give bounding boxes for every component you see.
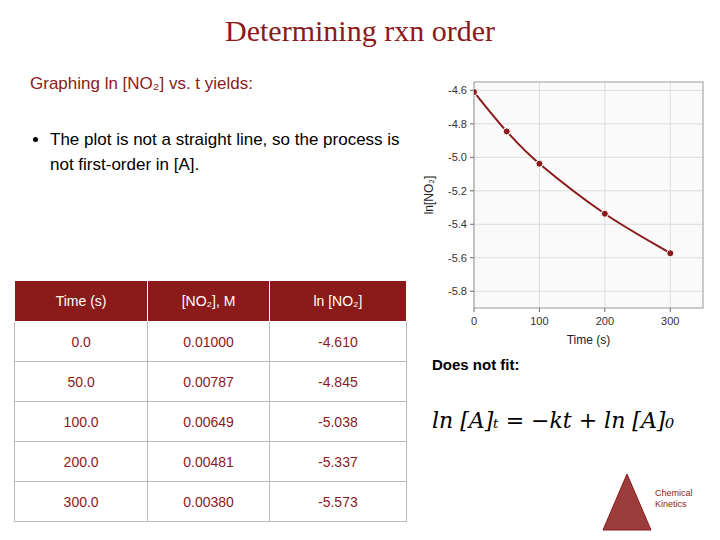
tick-mark — [470, 257, 474, 258]
table-header: Time (s) — [15, 281, 148, 322]
tick-label: 300 — [661, 315, 679, 327]
grid-line — [474, 224, 703, 225]
plot-box: -5.8 -5.6 -5.4 -5.2 -5.0 -4.8 -4.6 0 100 200 300 Ti… — [420, 70, 715, 354]
grid — [474, 82, 703, 308]
table-row: 200.00.00481-5.337 — [15, 442, 407, 482]
title: Determining rxn order — [0, 14, 720, 48]
table-cell: -5.573 — [269, 482, 406, 522]
grid-line — [474, 157, 703, 158]
point — [601, 210, 608, 217]
table-row: 300.00.00380-5.573 — [15, 482, 407, 522]
table-header: [NO₂], M — [148, 281, 270, 322]
table-cell: 300.0 — [15, 482, 148, 522]
tick-label: -4.8 — [448, 118, 467, 130]
grid-line — [474, 190, 703, 191]
data — [474, 89, 674, 257]
tick-label: -5.2 — [448, 185, 467, 197]
bullet-item: The plot is not a straight line, so the … — [50, 128, 414, 177]
table-row: 50.00.00787-4.845 — [15, 362, 407, 402]
logo-text: Chemical Kinetics — [655, 488, 707, 510]
table-row: 0.00.01000-4.610 — [15, 322, 407, 362]
tick-mark — [470, 123, 474, 124]
logo-triangle — [603, 474, 651, 530]
table-cell: 0.00380 — [148, 482, 270, 522]
x-axis-label: Time (s) — [567, 333, 611, 347]
annotation: Does not fit: — [432, 356, 520, 373]
grid-line — [474, 257, 703, 258]
grid-line — [474, 291, 703, 292]
tick-mark — [604, 308, 605, 312]
point — [474, 89, 478, 96]
subtitle: Graphing ln [NO₂] vs. t yields: — [30, 74, 253, 94]
table-cell: -4.610 — [269, 322, 406, 362]
table-cell: 0.00649 — [148, 402, 270, 442]
tick-label: -5.4 — [448, 218, 467, 230]
tick-mark — [470, 90, 474, 91]
grid-line — [670, 82, 671, 308]
line — [474, 92, 670, 253]
point — [667, 250, 674, 257]
grid-line — [604, 82, 605, 308]
tick-label: 0 — [471, 315, 477, 327]
table-cell: 0.00787 — [148, 362, 270, 402]
table-cell: 0.01000 — [148, 322, 270, 362]
bullet-text: The plot is not a straight line, so the … — [14, 128, 414, 177]
tick-mark — [539, 308, 540, 312]
table-cell: 0.00481 — [148, 442, 270, 482]
table-cell: 100.0 — [15, 402, 148, 442]
point — [503, 128, 510, 135]
logo — [600, 468, 654, 538]
table-cell: 0.0 — [15, 322, 148, 362]
axes: -5.8 -5.6 -5.4 -5.2 -5.0 -4.8 -4.6 0 100 200 300 — [448, 82, 703, 327]
tick-label: -5.0 — [448, 151, 467, 163]
tick-mark — [474, 308, 475, 312]
point — [536, 160, 543, 167]
bullet-list: The plot is not a straight line, so the … — [14, 128, 414, 177]
tick-label: 100 — [530, 315, 548, 327]
plot-frame — [474, 82, 703, 308]
table-header: ln [NO₂] — [269, 281, 406, 322]
logo-svg — [600, 468, 654, 534]
table-cell: 50.0 — [15, 362, 148, 402]
equation: ln [A]ₜ = −kt + ln [A]₀ — [432, 408, 674, 433]
table-cell: -5.337 — [269, 442, 406, 482]
table-cell: 200.0 — [15, 442, 148, 482]
plot: -5.8 -5.6 -5.4 -5.2 -5.0 -4.8 -4.6 0 100 200 300 Ti… — [420, 70, 715, 350]
tick-mark — [470, 224, 474, 225]
grid-line — [474, 123, 703, 124]
tick-mark — [470, 157, 474, 158]
table-box: Time (s)[NO₂], Mln [NO₂]0.00.01000-4.610… — [14, 280, 407, 522]
grid-line — [474, 90, 703, 91]
y-axis-label: ln[NO₂] — [422, 176, 436, 215]
plot-background — [474, 82, 703, 308]
tick-label: -4.6 — [448, 84, 467, 96]
tick-label: 200 — [596, 315, 614, 327]
tick-mark — [470, 190, 474, 191]
data-table: Time (s)[NO₂], Mln [NO₂]0.00.01000-4.610… — [14, 280, 407, 522]
tick-label: -5.6 — [448, 252, 467, 264]
table-row: 100.00.00649-5.038 — [15, 402, 407, 442]
tick-label: -5.8 — [448, 285, 467, 297]
table-header-row: Time (s)[NO₂], Mln [NO₂] — [15, 281, 407, 322]
tick-mark — [470, 291, 474, 292]
grid-line — [539, 82, 540, 308]
table-cell: -5.038 — [269, 402, 406, 442]
tick-mark — [670, 308, 671, 312]
table-cell: -4.845 — [269, 362, 406, 402]
